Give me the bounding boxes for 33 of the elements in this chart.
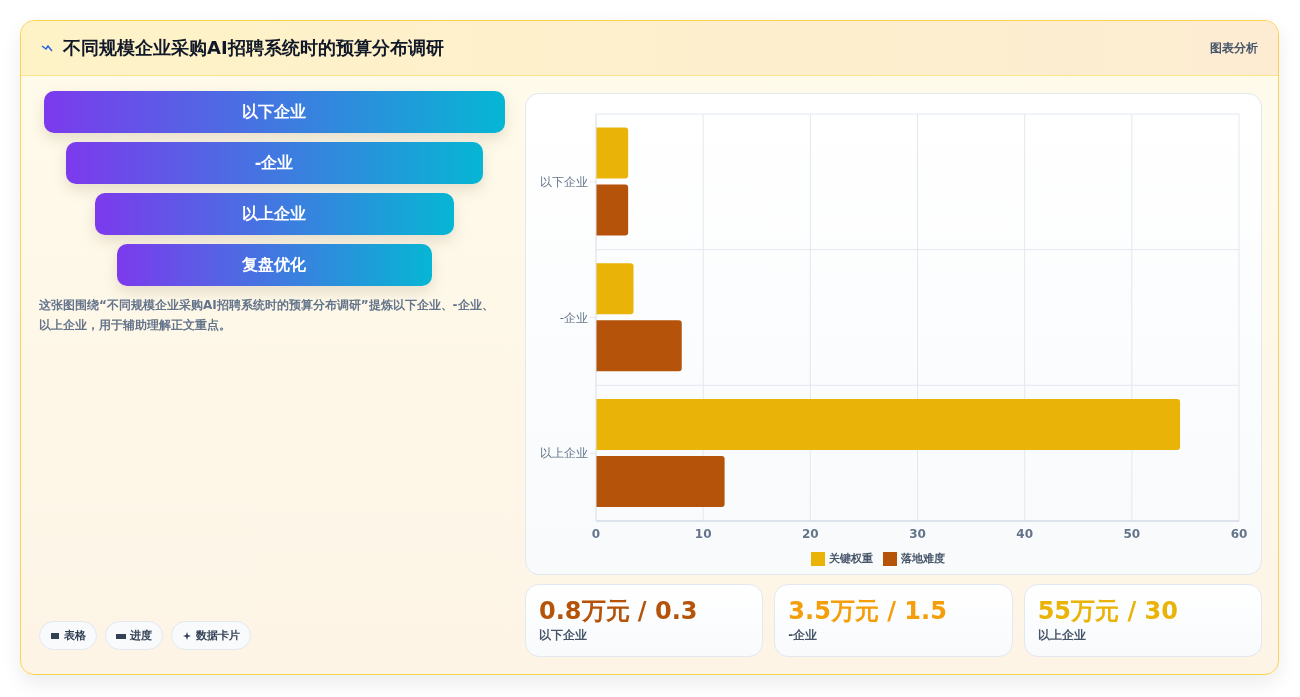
bar [596,455,725,507]
bar [596,263,634,315]
text: 3.5万元 / 1.5 [788,596,948,627]
y-tick-label: 以上企业 [540,446,588,461]
bar [596,320,682,372]
x-tick-label: 40 [1016,526,1034,541]
bar [596,184,629,236]
legend-label: 关键权重 [828,552,873,565]
x-tick-label: 10 [694,526,712,541]
x-tick-label: 20 [801,526,819,541]
y-tick-label: 以下企业 [540,175,588,190]
text: 这张图围绕“不同规模企业采购AI招聘系统时的预算分布调研”提炼以下企业、-企业、以上企业，用于辅助理解正文重点。 [39,297,495,334]
text: 0.8万元 / 0.3 [539,596,699,627]
category-label: 复盘优化 [116,244,432,286]
bar [596,127,629,179]
x-tick-label: 50 [1123,526,1141,541]
text: 55万元 / 30 [1037,596,1179,627]
text: 不同规模企业采购AI招聘系统时的预算分布调研 [63,36,444,60]
text: 表格 [39,621,97,650]
category-label: -企业 [788,627,819,644]
category-label: 以上企业 [1037,627,1087,644]
x-tick-label: 30 [909,526,926,541]
text: 进度 [105,621,163,650]
category-label: 以上企业 [94,193,454,235]
category-label: -企业 [65,142,483,184]
legend-label: 落地难度 [900,552,945,565]
text: 图表分析 [1210,39,1258,57]
x-tick-label: 0 [591,526,601,541]
category-label: 以下企业 [43,91,505,133]
bar [596,398,1181,450]
y-tick-label: -企业 [559,310,588,325]
text: 数据卡片 [171,621,251,650]
x-tick-label: 60 [1230,526,1248,541]
